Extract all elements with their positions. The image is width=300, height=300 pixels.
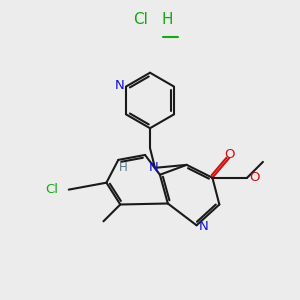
Text: N: N xyxy=(199,220,209,233)
Text: O: O xyxy=(250,171,260,184)
Text: Cl: Cl xyxy=(133,12,148,27)
Text: O: O xyxy=(225,148,235,160)
Text: H: H xyxy=(119,161,128,174)
Text: N: N xyxy=(148,161,158,174)
Text: H: H xyxy=(161,12,173,27)
Text: N: N xyxy=(115,79,125,92)
Text: Cl: Cl xyxy=(45,183,58,196)
